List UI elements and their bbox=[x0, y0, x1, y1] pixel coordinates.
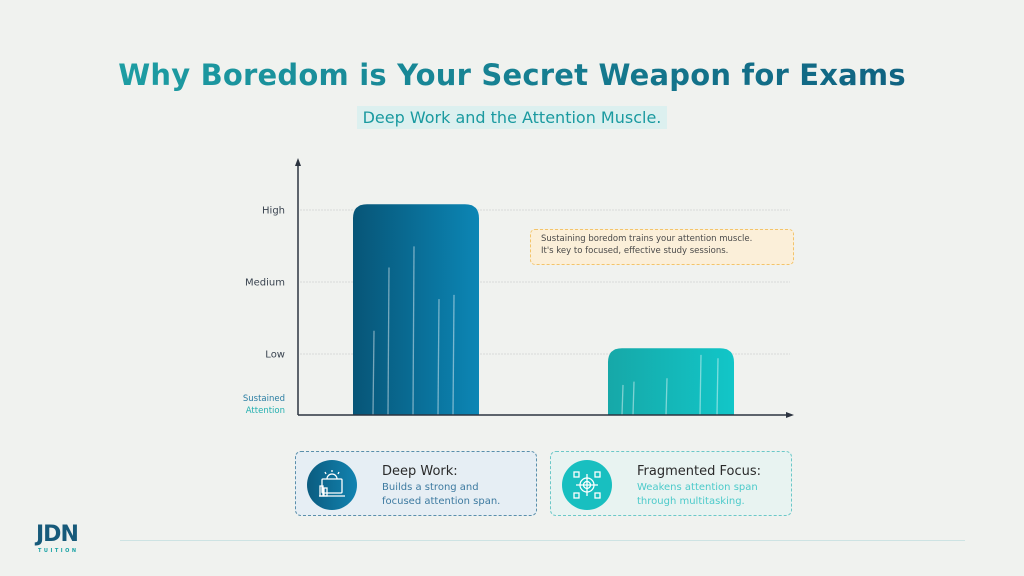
card-fragmented-focus: Fragmented Focus: Weakens attention span… bbox=[550, 451, 792, 516]
y-tick-label: High bbox=[262, 206, 285, 217]
y-tick-label: Low bbox=[265, 350, 285, 361]
bar-streak bbox=[452, 294, 455, 416]
annotation-line: It's key to focused, effective study ses… bbox=[541, 246, 729, 256]
y-axis-label-line1: Sustained bbox=[243, 394, 285, 404]
y-axis-label-line2: Attention bbox=[246, 406, 285, 416]
card-description: Weakens attention span through multitask… bbox=[637, 481, 758, 509]
bar-fragmented-focus bbox=[608, 348, 734, 415]
card-desc-line: through multitasking. bbox=[637, 496, 745, 507]
bar-streak bbox=[437, 299, 440, 416]
card-description: Builds a strong and focused attention sp… bbox=[382, 481, 500, 509]
x-axis-arrow bbox=[786, 412, 794, 418]
bar-deep-work bbox=[353, 204, 479, 415]
jdn-tuition-logo: JDN TUITION bbox=[36, 522, 79, 554]
logo-text: JDN bbox=[36, 522, 79, 547]
bar-streak bbox=[665, 378, 668, 416]
bar-streak bbox=[716, 358, 719, 416]
bar-streak bbox=[387, 267, 390, 416]
desk-computer-icon bbox=[307, 460, 357, 510]
bar-streak bbox=[621, 384, 624, 416]
bar-streak bbox=[632, 381, 635, 416]
y-tick-label: Medium bbox=[245, 278, 285, 289]
page-title: Why Boredom is Your Secret Weapon for Ex… bbox=[0, 58, 1024, 92]
bar-streak bbox=[372, 330, 375, 416]
card-desc-line: Weakens attention span bbox=[637, 482, 758, 493]
footer-divider bbox=[120, 540, 965, 541]
target-crosshair-icon bbox=[562, 460, 612, 510]
card-title: Deep Work: bbox=[382, 464, 458, 479]
card-title: Fragmented Focus: bbox=[637, 464, 761, 479]
card-desc-line: Builds a strong and bbox=[382, 482, 479, 493]
annotation-box: Sustaining boredom trains your attention… bbox=[530, 229, 794, 265]
card-deep-work: Deep Work: Builds a strong and focused a… bbox=[295, 451, 537, 516]
logo-subtext: TUITION bbox=[38, 548, 79, 554]
page-subtitle: Deep Work and the Attention Muscle. bbox=[356, 106, 668, 129]
y-axis-arrow bbox=[295, 158, 301, 166]
annotation-line: Sustaining boredom trains your attention… bbox=[541, 234, 753, 244]
bar-streak bbox=[412, 246, 415, 416]
bar-streak bbox=[699, 354, 702, 416]
card-desc-line: focused attention span. bbox=[382, 496, 501, 507]
